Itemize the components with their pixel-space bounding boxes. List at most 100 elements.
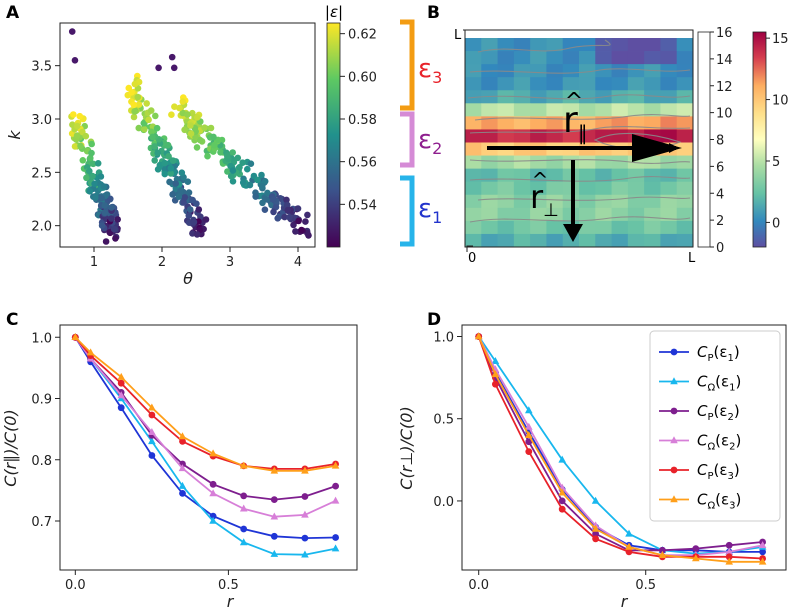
heatmap-cell <box>627 38 645 52</box>
scatter-point <box>168 53 176 61</box>
r-parallel-hat: ^ <box>565 89 583 114</box>
heatmap-cell <box>465 181 482 196</box>
heatmap-cell <box>513 129 531 143</box>
r-perp-label: r⊥ <box>530 178 559 221</box>
panel-b-colorbar-ticks: 0 5 10 15 <box>766 32 789 231</box>
data-point <box>758 541 767 549</box>
scatter-point <box>92 194 99 201</box>
data-point <box>558 488 567 496</box>
heatmap-cell <box>627 103 645 117</box>
scatter-point <box>190 218 198 226</box>
heatmap-cell <box>660 116 678 130</box>
heatmap-cell <box>627 77 645 91</box>
heatmap-cell <box>497 233 515 248</box>
scatter-point <box>161 170 169 178</box>
scatter-point <box>145 116 152 124</box>
corner-label-bottom-right: L <box>688 251 696 266</box>
heatmap-cell <box>644 220 661 235</box>
data-point <box>558 455 567 463</box>
scatter-point <box>169 157 177 164</box>
r-parallel-label: r∥ <box>563 100 588 145</box>
scatter-point <box>224 152 231 159</box>
heatmap-cell <box>513 181 531 196</box>
data-point <box>270 496 278 503</box>
data-point <box>270 549 279 557</box>
scatter-point <box>180 199 187 206</box>
heatmap-cell <box>546 90 564 104</box>
heatmap-cell <box>660 181 678 196</box>
data-point <box>332 534 339 541</box>
heatmap-cell <box>530 64 547 78</box>
heatmap-cell <box>579 51 596 65</box>
heatmap-cell <box>497 194 515 209</box>
heatmap-cell <box>465 51 482 65</box>
scatter-point <box>110 225 118 233</box>
panel-c-line-chart: 0.0 0.5 0.7 0.8 0.9 1.0 r C(r∥)/C(0) <box>1 324 358 611</box>
heatmap-cell <box>644 77 661 91</box>
scatter-point <box>302 218 309 225</box>
series-line-4 <box>477 336 763 557</box>
panel-d-ylabel: C(r⊥)/C(0) <box>397 406 416 489</box>
scatter-point <box>89 160 97 168</box>
data-point <box>491 370 500 378</box>
heatmap-cell <box>530 168 547 183</box>
data-point <box>525 406 533 414</box>
heatmap-cell <box>676 103 694 117</box>
heatmap-cell <box>513 38 531 52</box>
heatmap-cell <box>481 220 498 235</box>
scatter-point <box>196 136 204 144</box>
heatmap-cell <box>676 233 694 248</box>
panel-c-frame <box>59 324 358 571</box>
heatmap-cell <box>562 64 580 78</box>
heatmap-cell <box>579 129 596 143</box>
heatmap-cell <box>513 77 531 91</box>
side-tick-label: 8 <box>716 134 724 149</box>
scatter-point <box>97 173 105 180</box>
heatmap-cell <box>660 194 678 209</box>
legend-label: CP(ε1) <box>697 343 740 364</box>
colorbar-tick-label: 0.56 <box>348 156 377 171</box>
heatmap-cell <box>660 103 678 117</box>
panel-b-frame <box>464 29 694 248</box>
heatmap-cell <box>611 64 629 78</box>
colorbar-tick-label: 5 <box>772 155 780 170</box>
scatter-point <box>264 189 271 197</box>
heatmap-cell <box>530 220 547 235</box>
data-point <box>117 404 125 412</box>
heatmap-cell <box>530 51 547 65</box>
scatter-point <box>239 179 247 186</box>
legend-marker <box>670 377 678 385</box>
r-perp-hat: ^ <box>532 168 549 192</box>
scatter-point <box>131 80 139 88</box>
data-point <box>558 497 566 505</box>
scatter-point <box>128 89 135 96</box>
scatter-point <box>102 238 110 245</box>
panel-b-heatmap: r∥ ^ r⊥ ^ L 0 L 0 2 4 6 8 10 12 14 16 0 5 10 15 <box>454 26 789 266</box>
scatter-point <box>181 194 189 201</box>
heatmap-cell <box>481 181 498 196</box>
data-point <box>758 557 767 565</box>
heatmap-cell <box>546 38 564 52</box>
scatter-point <box>195 206 203 213</box>
heatmap-cell <box>627 168 645 183</box>
heatmap-cell <box>481 103 498 117</box>
heatmap-cell <box>676 51 694 65</box>
series-line-4 <box>74 336 336 518</box>
legend-marker <box>670 466 678 474</box>
panel-c-xlabel: r <box>227 592 235 611</box>
panel-letter-c: C <box>6 310 18 330</box>
y-tick-label: 3.0 <box>31 113 52 128</box>
heatmap-cell <box>595 103 612 117</box>
heatmap-cell <box>546 77 564 91</box>
heatmap-cell <box>627 233 645 248</box>
heatmap-cell <box>465 77 482 91</box>
bracket-eps1 <box>400 175 415 247</box>
heatmap-cell <box>611 194 629 209</box>
scatter-point <box>152 112 159 120</box>
heatmap-cell <box>562 38 580 52</box>
heatmap-cell <box>611 181 629 196</box>
data-point <box>209 480 217 488</box>
heatmap-cell <box>579 64 596 78</box>
data-point <box>117 391 126 399</box>
y-tick-label: 0.9 <box>31 393 52 408</box>
